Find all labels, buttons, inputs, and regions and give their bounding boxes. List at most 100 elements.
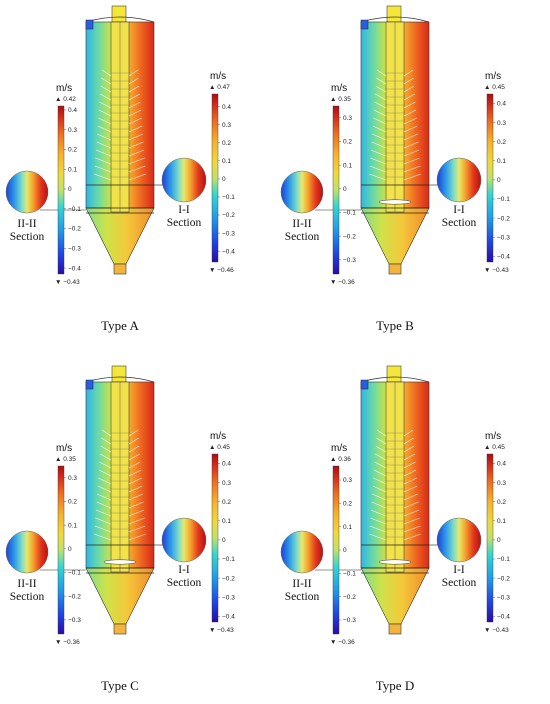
shaft-top <box>111 5 127 23</box>
left-bar-min-label: ▼ −0.36 <box>330 639 355 646</box>
right-bar-tick-label: 0.2 <box>222 499 231 506</box>
baffle-plate <box>370 149 420 157</box>
left-bar-tick-label: −0.1 <box>68 570 81 577</box>
left-bar-tick-label: 0.1 <box>343 162 352 169</box>
baffle-plate <box>99 461 141 469</box>
left-bar-colorbar <box>332 465 340 635</box>
section-disc-inner <box>161 157 207 203</box>
left-bar-tick-label: −0.3 <box>343 257 356 264</box>
right-bar-tick-label: 0 <box>497 177 501 184</box>
left-bar-max-label: ▲ 0.35 <box>55 456 76 463</box>
right-bar-colorbar <box>211 453 219 623</box>
section-label-outer-1: II-II <box>17 218 36 230</box>
left-bar-tick-label: −0.1 <box>343 571 356 578</box>
section-label-inner-1: I-I <box>178 564 190 576</box>
baffle-plate <box>375 453 415 461</box>
right-bar-max-label: ▲ 0.45 <box>484 84 505 91</box>
baffle-plate <box>100 93 140 101</box>
baffle-plate <box>370 509 420 517</box>
right-bar-tick-label: 0 <box>222 537 226 544</box>
left-bar-tick-label: −0.2 <box>68 593 81 600</box>
left-bar-unit: m/s <box>56 83 72 94</box>
left-bar-tick-label: 0.3 <box>343 477 352 484</box>
left-bar-tick-label: 0.3 <box>343 115 352 122</box>
right-bar-tick-label: 0.1 <box>222 518 231 525</box>
right-bar-tick-label: −0.1 <box>222 194 235 201</box>
left-bar-tick-label: −0.3 <box>343 617 356 624</box>
baffle-plate <box>101 437 139 445</box>
section-label-outer-1: II-II <box>292 218 311 230</box>
right-bar-tick-label: −0.3 <box>222 230 235 237</box>
baffle-plate <box>373 469 417 477</box>
left-bar-unit: m/s <box>56 443 72 454</box>
distributor-disc <box>378 559 412 565</box>
right-bar-tick-label: 0.3 <box>222 122 231 129</box>
left-bar-min-label: ▼ −0.36 <box>55 639 80 646</box>
tank-cone <box>85 567 155 625</box>
right-bar-max-label: ▲ 0.47 <box>209 84 230 91</box>
section-label-outer-2: Section <box>285 231 320 243</box>
left-bar-tick-label: 0 <box>68 546 72 553</box>
shaft-top <box>386 365 402 383</box>
left-bar-min-label: ▼ −0.43 <box>55 279 80 286</box>
left-bar-tick-label: 0.3 <box>68 475 77 482</box>
left-bar-colorbar <box>332 105 340 275</box>
baffle-plate <box>371 501 419 509</box>
left-bar-tick-label: 0 <box>68 186 72 193</box>
baffle-plate <box>96 141 144 149</box>
right-bar-tick-label: 0.1 <box>222 158 231 165</box>
left-bar-tick-label: 0.2 <box>343 501 352 508</box>
panel-caption: Type D <box>376 678 414 693</box>
baffle-plate <box>374 101 416 109</box>
right-bar-max-label: ▲ 0.45 <box>209 444 230 451</box>
section-label-inner-2: Section <box>167 577 202 589</box>
section-label-outer-2: Section <box>10 591 45 603</box>
right-bar-tick-label: 0.1 <box>497 518 506 525</box>
section-disc-inner <box>436 517 482 563</box>
baffle-plate <box>100 85 140 93</box>
inlet-box <box>85 379 94 390</box>
right-bar-unit: m/s <box>485 71 501 82</box>
baffle-plate <box>370 157 420 165</box>
baffle-plate <box>373 109 417 117</box>
left-bar-tick-label: −0.1 <box>343 210 356 217</box>
tank-outlet <box>388 623 402 635</box>
panel-caption: Type C <box>101 678 139 693</box>
section-disc-outer <box>280 530 324 574</box>
right-bar-tick-label: 0.3 <box>497 120 506 127</box>
baffle-plate <box>97 125 143 133</box>
baffle-plate <box>101 429 139 437</box>
section-disc-outer <box>5 530 49 574</box>
section-label-outer-2: Section <box>285 591 320 603</box>
right-bar-tick-label: −0.3 <box>497 594 510 601</box>
right-bar-tick-label: 0.4 <box>497 461 506 468</box>
baffle-plate <box>375 85 415 93</box>
baffle-plate <box>100 453 140 461</box>
section-disc-outer <box>5 170 49 214</box>
section-label-outer-1: II-II <box>292 578 311 590</box>
section-disc-inner <box>161 517 207 563</box>
section-disc-outer <box>280 170 324 214</box>
distributor-disc <box>103 559 137 565</box>
section-label-outer-2: Section <box>10 231 45 243</box>
section-label-inner-2: Section <box>167 217 202 229</box>
right-bar-tick-label: 0.2 <box>497 499 506 506</box>
baffle-plate <box>376 429 414 437</box>
baffle-plate <box>94 525 146 533</box>
right-bar-min-label: ▼ −0.43 <box>209 627 234 634</box>
right-bar-tick-label: −0.4 <box>497 253 510 260</box>
right-bar-tick-label: 0.2 <box>222 140 231 147</box>
right-bar-min-label: ▼ −0.46 <box>209 267 234 274</box>
left-bar-min-label: ▼ −0.36 <box>330 279 355 286</box>
right-bar-unit: m/s <box>210 431 226 442</box>
baffle-plate <box>98 469 142 477</box>
right-bar-tick-label: 0.4 <box>222 104 231 111</box>
left-bar-tick-label: 0.2 <box>68 499 77 506</box>
right-bar-tick-label: 0 <box>222 176 226 183</box>
baffle-plate <box>98 117 142 125</box>
baffle-plate <box>370 517 420 525</box>
